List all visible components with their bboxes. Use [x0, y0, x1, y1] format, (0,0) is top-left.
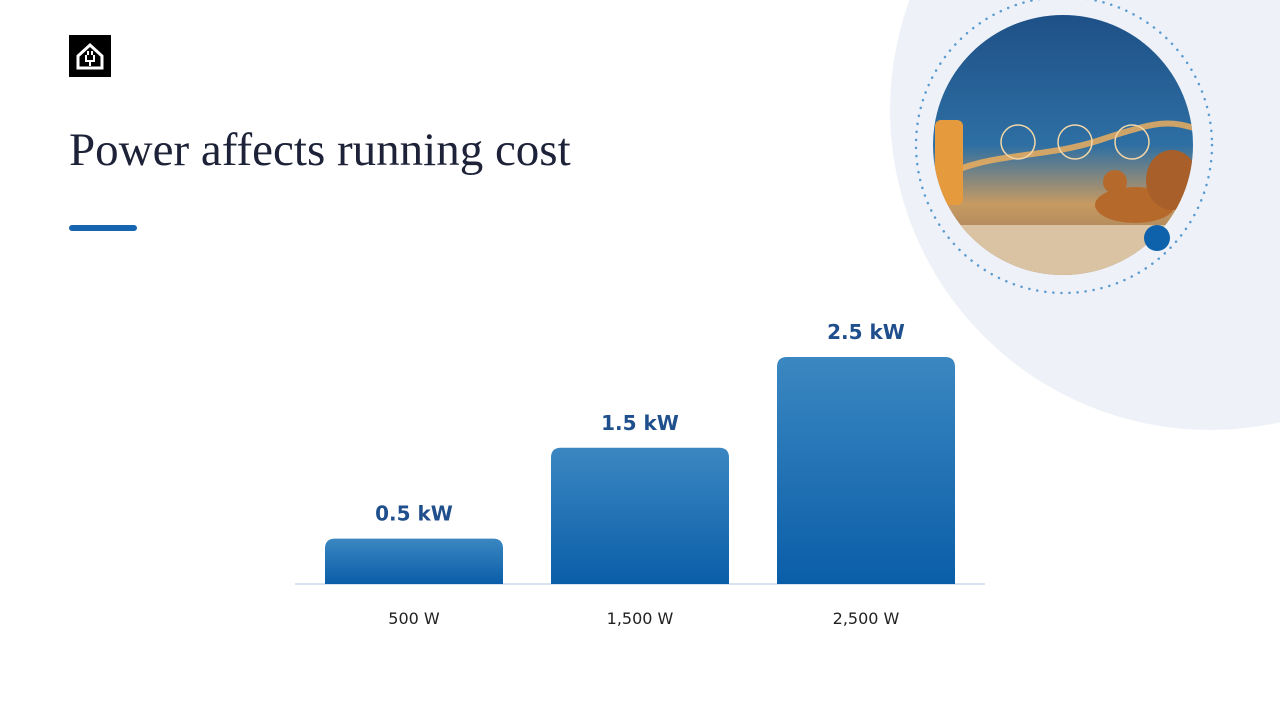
value-label: 2.5 kW: [827, 320, 905, 344]
bar: [551, 447, 729, 584]
title-underline: [69, 225, 137, 231]
dotted-ring: [914, 0, 1214, 295]
value-label: 0.5 kW: [375, 502, 453, 526]
x-tick-label: 2,500 W: [833, 609, 900, 628]
x-tick-label: 1,500 W: [607, 609, 674, 628]
chart-title: Power affects running cost: [69, 124, 571, 176]
bar: [325, 538, 503, 584]
accent-dot: [1144, 225, 1170, 251]
logo: [69, 35, 111, 77]
bar: [777, 357, 955, 584]
x-tick-label: 500 W: [388, 609, 440, 628]
value-label: 1.5 kW: [601, 411, 679, 435]
